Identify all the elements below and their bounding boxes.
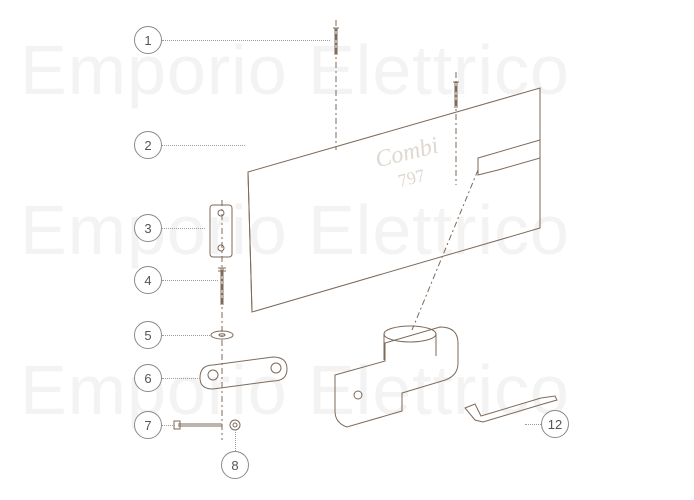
part-screw-7 [174,421,222,429]
leader-3 [162,228,205,229]
callout-8[interactable]: 8 [221,451,249,479]
leader-7 [162,425,175,426]
callout-12[interactable]: 12 [541,410,569,438]
callout-3[interactable]: 3 [134,214,162,242]
part-assembly [335,326,458,427]
callout-7[interactable]: 7 [134,411,162,439]
leader-1 [162,40,330,41]
callout-5[interactable]: 5 [134,321,162,349]
callout-2[interactable]: 2 [134,131,162,159]
callout-1[interactable]: 1 [134,26,162,54]
exploded-diagram [0,0,694,500]
leader-8 [235,430,236,451]
callout-4[interactable]: 4 [134,266,162,294]
callout-6[interactable]: 6 [134,364,162,392]
leader-4 [162,280,218,281]
leader-assembly [412,170,478,330]
leader-6 [162,378,200,379]
part-arm-6 [200,357,287,389]
part-bracket-3 [210,205,232,257]
part-cover-plate [248,88,540,312]
leader-2 [162,145,245,146]
leader-5 [162,335,210,336]
leader-12 [525,424,541,425]
part-nut-8 [230,420,240,430]
